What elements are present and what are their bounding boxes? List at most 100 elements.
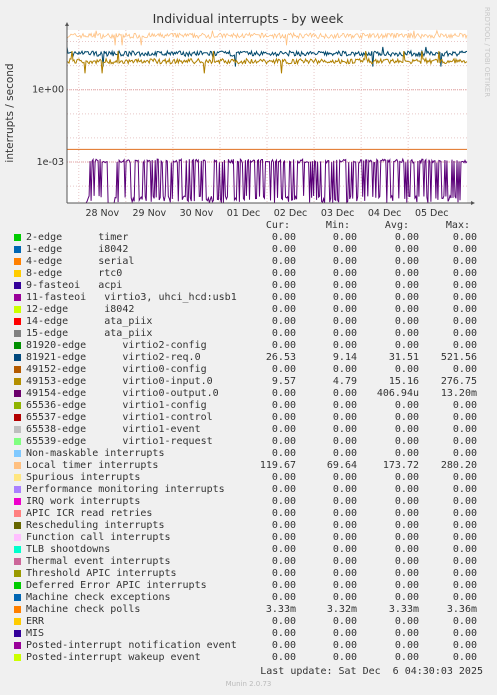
legend-swatch (14, 402, 21, 409)
legend-label: TLB shootdowns (26, 544, 111, 555)
legend-max: 0.00 (452, 424, 477, 435)
x-tick-label: 01 Dec (227, 208, 261, 219)
legend-label: Local timer interrupts (26, 460, 159, 471)
legend-avg: 0.00 (394, 244, 419, 255)
legend-row: 9-fasteoi acpi 0.00 0.00 0.00 0.00 (0, 280, 497, 292)
legend-row: IRQ work interrupts 0.00 0.00 0.00 0.00 (0, 496, 497, 508)
legend-label: APIC ICR read retries (26, 508, 153, 519)
series-line-0 (66, 29, 468, 46)
legend-max: 3.36m (446, 604, 477, 615)
legend-max: 0.00 (452, 292, 477, 303)
legend-min: 0.00 (332, 268, 357, 279)
legend-label: 81921-edge virtio2-req.0 (26, 352, 201, 363)
legend-label: 65538-edge virtio1-event (26, 424, 201, 435)
legend-avg: 0.00 (394, 592, 419, 603)
legend-avg: 0.00 (394, 628, 419, 639)
legend-swatch (14, 294, 21, 301)
legend-cur: 0.00 (271, 292, 296, 303)
legend-label: 65537-edge virtio1-control (26, 412, 213, 423)
legend-max: 0.00 (452, 544, 477, 555)
x-tick-label: 04 Dec (368, 208, 402, 219)
legend-avg: 0.00 (394, 496, 419, 507)
legend-row: MIS 0.00 0.00 0.00 0.00 (0, 628, 497, 640)
series-line-4 (67, 157, 468, 205)
legend-min: 0.00 (332, 364, 357, 375)
legend-cur: 0.00 (271, 520, 296, 531)
legend-label: Spurious interrupts (26, 472, 141, 483)
x-axis-arrow (471, 201, 475, 205)
legend-min: 0.00 (332, 496, 357, 507)
legend-max: 280.20 (440, 460, 477, 471)
legend-avg: 15.16 (388, 376, 419, 387)
legend-label: 65536-edge virtio1-config (26, 400, 207, 411)
legend-min: 0.00 (332, 292, 357, 303)
legend-cur: 0.00 (271, 580, 296, 591)
last-update: Last update: Sat Dec 6 04:30:03 2025 (260, 666, 483, 677)
x-tick-label: 29 Nov (133, 208, 167, 219)
legend-cur: 0.00 (271, 232, 296, 243)
legend-min: 3.32m (326, 604, 357, 615)
legend-avg: 0.00 (394, 520, 419, 531)
legend-swatch (14, 630, 21, 637)
legend-min: 0.00 (332, 532, 357, 543)
legend-max: 0.00 (452, 520, 477, 531)
legend-label: 14-edge ata_piix (26, 316, 153, 327)
legend-avg: 0.00 (394, 280, 419, 291)
legend-swatch (14, 378, 21, 385)
legend-avg: 0.00 (394, 484, 419, 495)
legend-avg: 0.00 (394, 364, 419, 375)
legend-label: Posted-interrupt notification event (26, 640, 237, 651)
legend-max: 0.00 (452, 532, 477, 543)
legend-cur: 0.00 (271, 568, 296, 579)
legend-min: 0.00 (332, 592, 357, 603)
legend-cur: 0.00 (271, 412, 296, 423)
legend-swatch (14, 318, 21, 325)
chart-title: Individual interrupts - by week (153, 11, 345, 26)
legend-min: 0.00 (332, 400, 357, 411)
legend-swatch (14, 558, 21, 565)
legend-min: 0.00 (332, 232, 357, 243)
legend-swatch (14, 642, 21, 649)
legend-avg: 0.00 (394, 544, 419, 555)
legend-row: TLB shootdowns 0.00 0.00 0.00 0.00 (0, 544, 497, 556)
legend-cur: 0.00 (271, 532, 296, 543)
legend-label: Performance monitoring interrupts (26, 484, 225, 495)
legend-min: 0.00 (332, 316, 357, 327)
legend-swatch (14, 234, 21, 241)
legend-cur: 0.00 (271, 388, 296, 399)
legend-max: 0.00 (452, 472, 477, 483)
legend-cur: 0.00 (271, 508, 296, 519)
legend-row: 65538-edge virtio1-event 0.00 0.00 0.00 0.00 (0, 424, 497, 436)
legend-row: 4-edge serial 0.00 0.00 0.00 0.00 (0, 256, 497, 268)
legend-cur: 0.00 (271, 616, 296, 627)
legend-row: Non-maskable interrupts 0.00 0.00 0.00 0.00 (0, 448, 497, 460)
legend-max: 0.00 (452, 328, 477, 339)
legend-min: 9.14 (332, 352, 357, 363)
legend-min: 0.00 (332, 556, 357, 567)
legend-max: 0.00 (452, 316, 477, 327)
legend-cur: 0.00 (271, 628, 296, 639)
legend-swatch (14, 606, 21, 613)
legend-min: 0.00 (332, 328, 357, 339)
y-tick-label: 1e-03 (37, 157, 64, 168)
legend-avg: 0.00 (394, 268, 419, 279)
series-line-1 (66, 46, 468, 67)
legend-cur: 0.00 (271, 484, 296, 495)
legend-cur: 0.00 (271, 304, 296, 315)
legend-cur: 3.33m (265, 604, 296, 615)
legend-avg: 0.00 (394, 448, 419, 459)
legend-min: 0.00 (332, 652, 357, 663)
legend-label: Non-maskable interrupts (26, 448, 165, 459)
legend-swatch (14, 438, 21, 445)
legend-cur: 0.00 (271, 364, 296, 375)
legend-row: Posted-interrupt wakeup event 0.00 0.00 0.0… (0, 652, 497, 664)
legend-max: 521.56 (440, 352, 477, 363)
header-avg: Avg: (384, 220, 409, 231)
legend-min: 0.00 (332, 484, 357, 495)
legend-row: Machine check exceptions 0.00 0.00 0.00 0.00 (0, 592, 497, 604)
legend-label: Machine check exceptions (26, 592, 171, 603)
legend-swatch (14, 246, 21, 253)
legend-row: Posted-interrupt notification event 0.00 0… (0, 640, 497, 652)
legend-row: 49152-edge virtio0-config 0.00 0.00 0.00 0.0… (0, 364, 497, 376)
legend-min: 0.00 (332, 388, 357, 399)
